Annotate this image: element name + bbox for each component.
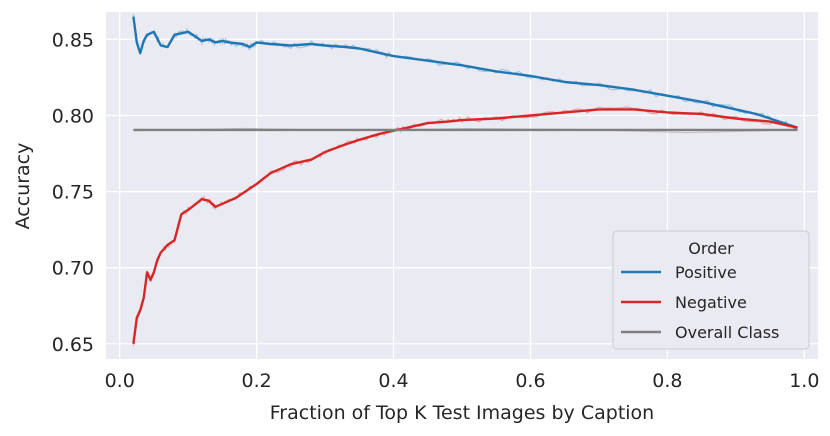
x-tick-label: 0.0 (105, 370, 135, 392)
x-axis-label: Fraction of Top K Test Images by Caption (270, 402, 654, 424)
legend: Order Positive Negative Overall Class (612, 230, 810, 350)
x-tick-label: 0.4 (378, 370, 408, 392)
x-tick-label: 1.0 (789, 370, 819, 392)
series-line-positive (132, 16, 798, 129)
series-line-negative (132, 108, 798, 344)
legend-label-positive: Positive (675, 263, 737, 282)
legend-title: Order (688, 239, 734, 258)
y-axis-label: Accuracy (12, 143, 34, 230)
x-tick-labels: 0.0 0.2 0.4 0.6 0.8 1.0 (105, 370, 820, 392)
raw-trace-overall-class (133, 127, 798, 134)
y-tick-label: 0.65 (52, 334, 94, 356)
x-tick-label: 0.2 (242, 370, 272, 392)
legend-label-overall-class: Overall Class (675, 323, 779, 342)
y-tick-label: 0.80 (52, 105, 94, 127)
y-tick-label: 0.85 (52, 29, 94, 51)
y-tick-labels: 0.65 0.70 0.75 0.80 0.85 (52, 29, 94, 355)
legend-label-negative: Negative (675, 293, 747, 312)
series-lines (132, 16, 798, 344)
x-tick-label: 0.6 (515, 370, 545, 392)
legend-box (612, 230, 810, 350)
y-tick-label: 0.75 (52, 182, 94, 204)
y-tick-label: 0.70 (52, 258, 94, 280)
x-tick-label: 0.8 (652, 370, 682, 392)
